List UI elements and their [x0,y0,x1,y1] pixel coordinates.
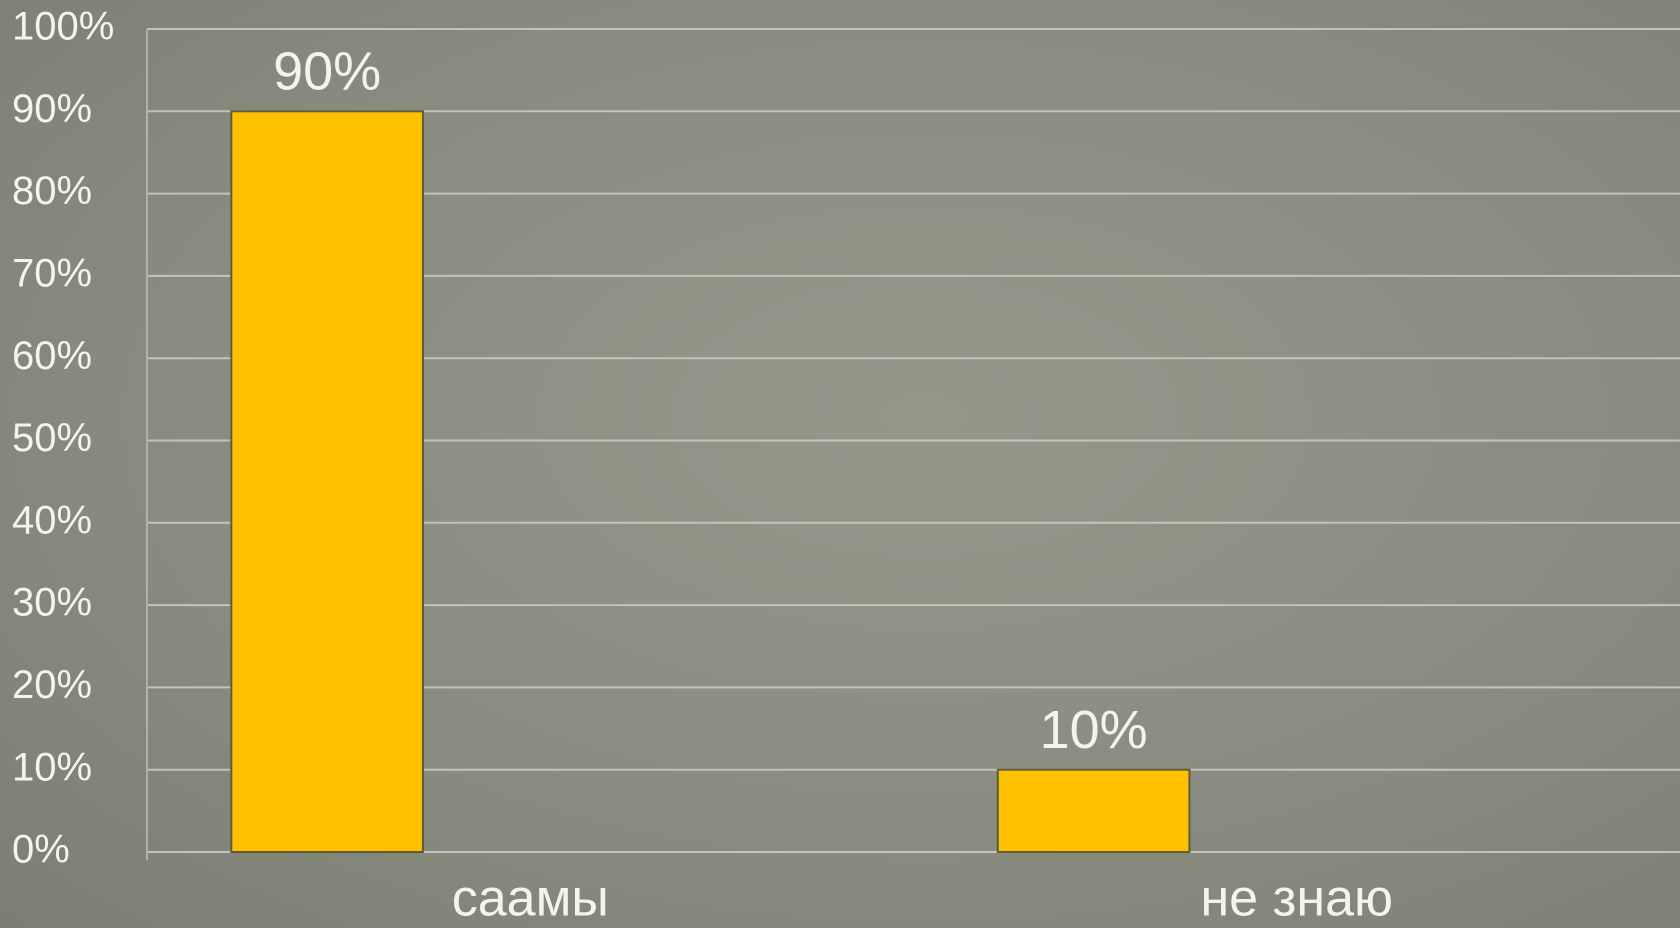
y-tick-label: 40% [12,498,92,542]
bar [996,768,1191,854]
y-tick-label: 20% [12,663,92,707]
x-tick-label: не знаю [1200,870,1393,928]
y-tick-label: 90% [12,87,92,131]
y-tick-label: 100% [12,5,114,49]
y-tick-label: 70% [12,251,92,295]
y-tick-label: 80% [12,169,92,213]
y-tick-label: 10% [12,745,92,789]
data-label: 90% [273,42,381,102]
y-tick-label: 50% [12,416,92,460]
x-tick-label: саамы [452,870,609,928]
y-tick-label: 0% [12,828,70,872]
y-tick-label: 30% [12,581,92,625]
data-label: 10% [1040,700,1148,760]
bar [230,110,424,854]
y-tick-label: 60% [12,334,92,378]
